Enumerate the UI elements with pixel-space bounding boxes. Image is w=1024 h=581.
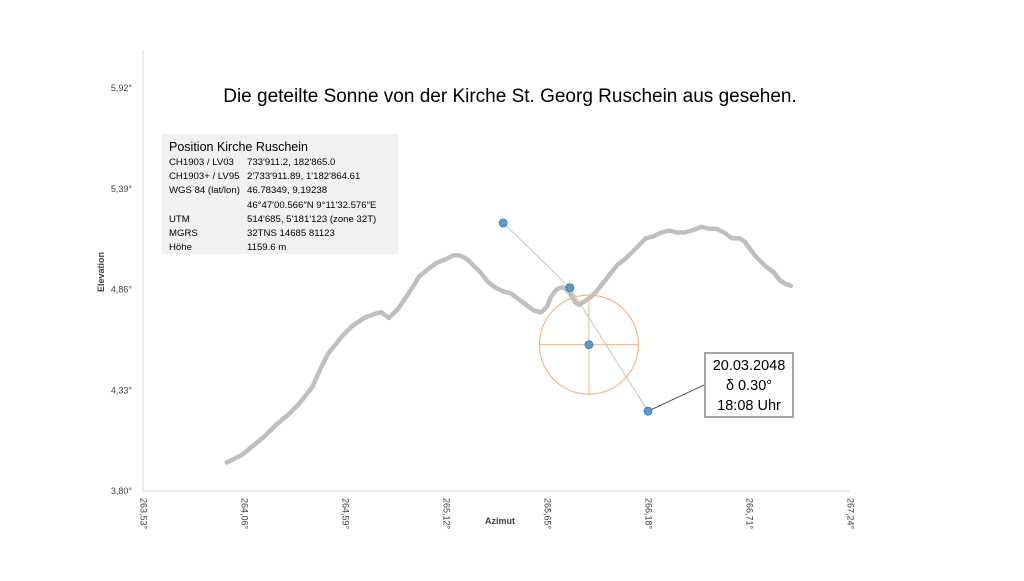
y-axis-title: Elevation	[96, 252, 106, 292]
info-value: 514'685, 5'181'123 (zone 32T)	[247, 213, 377, 225]
x-tick-label: 263,53°	[139, 498, 149, 530]
x-tick-label: 267,24°	[846, 498, 856, 530]
info-box-heading: Position Kirche Ruschein	[169, 140, 308, 154]
info-key: MGRS	[169, 228, 198, 240]
x-tick-label: 264,59°	[341, 498, 351, 530]
info-key: CH1903+ / LV95	[169, 171, 240, 183]
info-key: Höhe	[169, 242, 192, 254]
info-value: 1159.6 m	[247, 242, 287, 254]
info-value: 46°47′00.566″N 9°11′32.576″E	[247, 199, 377, 211]
info-value: 733'911.2, 182'865.0	[247, 157, 336, 168]
x-tick-label: 266,71°	[745, 498, 755, 530]
info-key: CH1903 / LV03	[169, 157, 234, 168]
data-point	[565, 283, 575, 293]
callout-time: 18:08 Uhr	[717, 398, 781, 414]
callout-box: 20.03.2048 δ 0.30° 18:08 Uhr	[704, 352, 794, 418]
y-tick-label: 5,92°	[111, 83, 133, 93]
info-value: 32TNS 14685 81123	[247, 228, 335, 240]
callout-leader-line	[647, 384, 705, 412]
info-row: Höhe 1159.6 m	[169, 241, 398, 255]
y-tick-label: 3,80°	[111, 486, 133, 496]
info-value: 46.78349, 9.19238	[247, 185, 328, 197]
x-tick-label: 266,18°	[644, 498, 654, 530]
y-tick-label: 5,39°	[111, 184, 133, 194]
info-row: WGS 84 (lat/lon) 46.78349, 9.19238	[169, 184, 398, 198]
sun-path-line	[502, 222, 649, 412]
info-row: UTM 514'685, 5'181'123 (zone 32T)	[169, 213, 398, 227]
x-tick-label: 264,06°	[240, 498, 250, 530]
x-tick-label: 265,65°	[543, 498, 553, 530]
info-row: 46°47′00.566″N 9°11′32.576″E	[169, 199, 398, 213]
data-point	[584, 340, 594, 350]
chart-title: Die geteilte Sonne von der Kirche St. Ge…	[223, 86, 797, 107]
info-value: 2'733'911.89, 1'182'864.61	[247, 171, 361, 183]
info-row: CH1903+ / LV95 2'733'911.89, 1'182'864.6…	[169, 170, 398, 184]
horizon-line	[224, 224, 794, 465]
callout-date: 20.03.2048	[712, 358, 786, 374]
position-info-box: Position Kirche Ruschein CH1903 / LV03 7…	[162, 134, 398, 254]
data-point	[643, 406, 653, 416]
x-tick-label: 265,12°	[442, 498, 452, 530]
y-tick-label: 4,33°	[111, 385, 133, 395]
info-key: UTM	[169, 213, 190, 225]
data-point	[498, 218, 508, 228]
y-tick-label: 4,86°	[111, 285, 133, 295]
info-row: MGRS 32TNS 14685 81123	[169, 227, 398, 241]
callout-declination: δ 0.30°	[725, 378, 773, 394]
info-row: CH1903 / LV03 733'911.2, 182'865.0	[169, 156, 398, 170]
x-axis-title: Azimut	[485, 516, 515, 526]
info-key: WGS 84 (lat/lon)	[169, 185, 240, 197]
info-key	[169, 199, 247, 213]
